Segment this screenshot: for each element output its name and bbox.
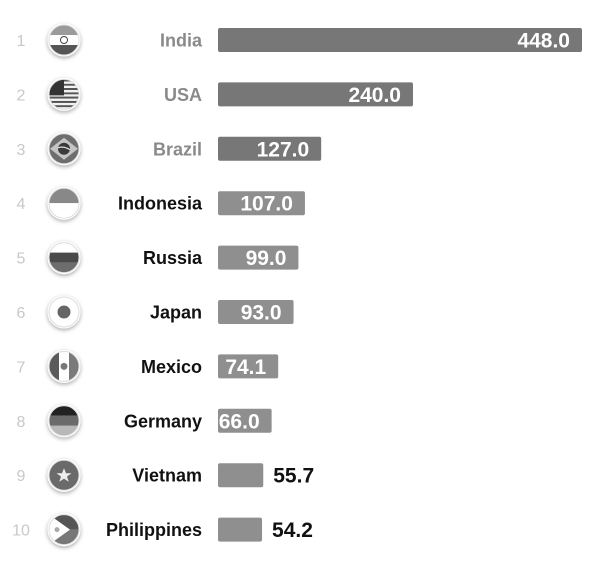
value-label: 55.7: [273, 465, 314, 488]
chart-row: 6 Japan 93.0: [17, 295, 294, 329]
bar: [218, 191, 305, 216]
category-label: Russia: [143, 248, 203, 268]
category-label: USA: [164, 85, 202, 105]
indonesia-flag-icon: [47, 186, 81, 220]
brazil-flag-icon: [47, 132, 81, 166]
category-label: Brazil: [153, 139, 202, 159]
bar: [218, 354, 279, 379]
usa-flag-icon: [47, 77, 81, 111]
chart-row: 2 USA 240.0: [17, 77, 413, 111]
rank-label: 9: [17, 468, 26, 485]
category-label: Japan: [150, 303, 202, 323]
value-label: 127.0: [257, 138, 310, 161]
value-label: 66.0: [219, 410, 260, 433]
rank-label: 1: [17, 33, 26, 50]
bar: [218, 136, 322, 161]
philippines-flag-icon: [47, 513, 81, 547]
chart-row: 7 Mexico 74.1: [17, 349, 279, 383]
category-label: Vietnam: [132, 466, 202, 486]
category-label: India: [160, 31, 203, 51]
chart-row: 3 Brazil 127.0: [17, 132, 322, 166]
category-label: Germany: [124, 411, 202, 431]
bar: [218, 300, 294, 324]
rank-label: 2: [17, 87, 26, 104]
chart-row: 4 Indonesia 107.0: [17, 186, 305, 220]
value-label: 74.1: [225, 356, 266, 379]
bar: [218, 245, 299, 270]
bar: [218, 28, 582, 52]
value-label: 54.2: [272, 519, 313, 542]
russia-flag-icon: [47, 241, 81, 275]
value-label: 240.0: [348, 84, 401, 107]
bar: [218, 517, 263, 542]
value-label: 93.0: [241, 302, 282, 325]
rank-label: 10: [12, 523, 30, 540]
germany-flag-icon: [47, 404, 81, 438]
rank-label: 3: [17, 142, 26, 159]
chart-row: 8 Germany 66.0: [17, 404, 272, 438]
category-label: Mexico: [141, 357, 202, 377]
bar: [218, 82, 413, 107]
india-flag-icon: [47, 23, 81, 57]
value-label: 448.0: [517, 30, 570, 53]
value-label: 107.0: [240, 193, 293, 216]
vietnam-flag-icon: [47, 458, 81, 492]
rank-label: 6: [17, 305, 26, 322]
chart-row: 10 Philippines 54.2: [12, 513, 313, 547]
category-label: Indonesia: [118, 194, 203, 214]
bar: [218, 408, 272, 433]
chart-row: 1 India 448.0: [17, 23, 582, 57]
rank-label: 5: [17, 251, 26, 268]
rank-label: 8: [17, 414, 26, 431]
chart-row: 5 Russia 99.0: [17, 241, 299, 275]
rank-label: 7: [17, 359, 26, 376]
value-label: 99.0: [246, 247, 287, 270]
bar: [218, 463, 264, 488]
japan-flag-icon: [47, 295, 81, 329]
category-label: Philippines: [106, 520, 202, 540]
mexico-flag-icon: [47, 349, 81, 383]
rank-label: 4: [17, 196, 26, 213]
chart-row: 9 Vietnam 55.7: [17, 458, 314, 492]
